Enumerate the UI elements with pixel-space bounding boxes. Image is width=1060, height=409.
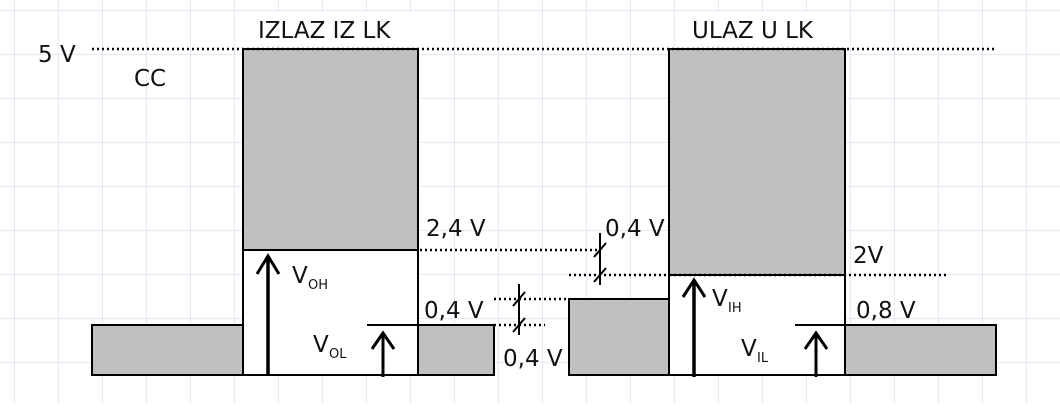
vol-label: V OL — [313, 332, 347, 362]
svg-text:V: V — [712, 286, 728, 312]
vih-level-label: 2V — [853, 243, 884, 269]
svg-text:IH: IH — [728, 301, 742, 316]
vil-label: V IL — [741, 336, 769, 366]
output-title: IZLAZ IZ LK — [258, 18, 391, 44]
noise-margin-high-marker — [593, 233, 607, 285]
vih-label: V IH — [712, 286, 742, 316]
voh-arrow — [255, 253, 281, 375]
vcc-value-label: 5 V — [38, 42, 76, 68]
output-right-low-block — [417, 324, 495, 376]
svg-text:IL: IL — [757, 351, 769, 366]
voh-label: V OH — [292, 263, 328, 293]
output-high-region — [242, 48, 419, 251]
svg-text:V: V — [741, 336, 757, 362]
input-right-low-block — [844, 324, 997, 376]
vil-arrow — [803, 330, 829, 377]
vil-level-label: 0,8 V — [856, 298, 916, 324]
voh-level-label: 2,4 V — [426, 216, 486, 242]
input-high-region — [668, 48, 846, 276]
output-title-mask — [250, 12, 420, 44]
output-forbidden-region — [242, 249, 419, 376]
svg-text:OH: OH — [308, 278, 328, 293]
svg-text:V: V — [292, 263, 308, 289]
svg-text:V: V — [313, 332, 329, 358]
input-left-low-block — [568, 298, 670, 376]
vol-level-label: 0,4 V — [424, 298, 484, 324]
noise-margin-low-marker — [512, 284, 526, 335]
svg-text:OL: OL — [329, 347, 347, 362]
vih-arrow — [681, 277, 707, 377]
noise-margin-low-label: 0,4 V — [503, 346, 563, 372]
vcc-sub-label: CC — [134, 66, 166, 92]
output-left-low-block — [91, 324, 244, 376]
input-title-mask — [680, 12, 850, 44]
noise-margin-high-label: 0,4 V — [605, 216, 665, 242]
input-title: ULAZ U LK — [692, 18, 814, 44]
vol-arrow — [370, 330, 396, 377]
